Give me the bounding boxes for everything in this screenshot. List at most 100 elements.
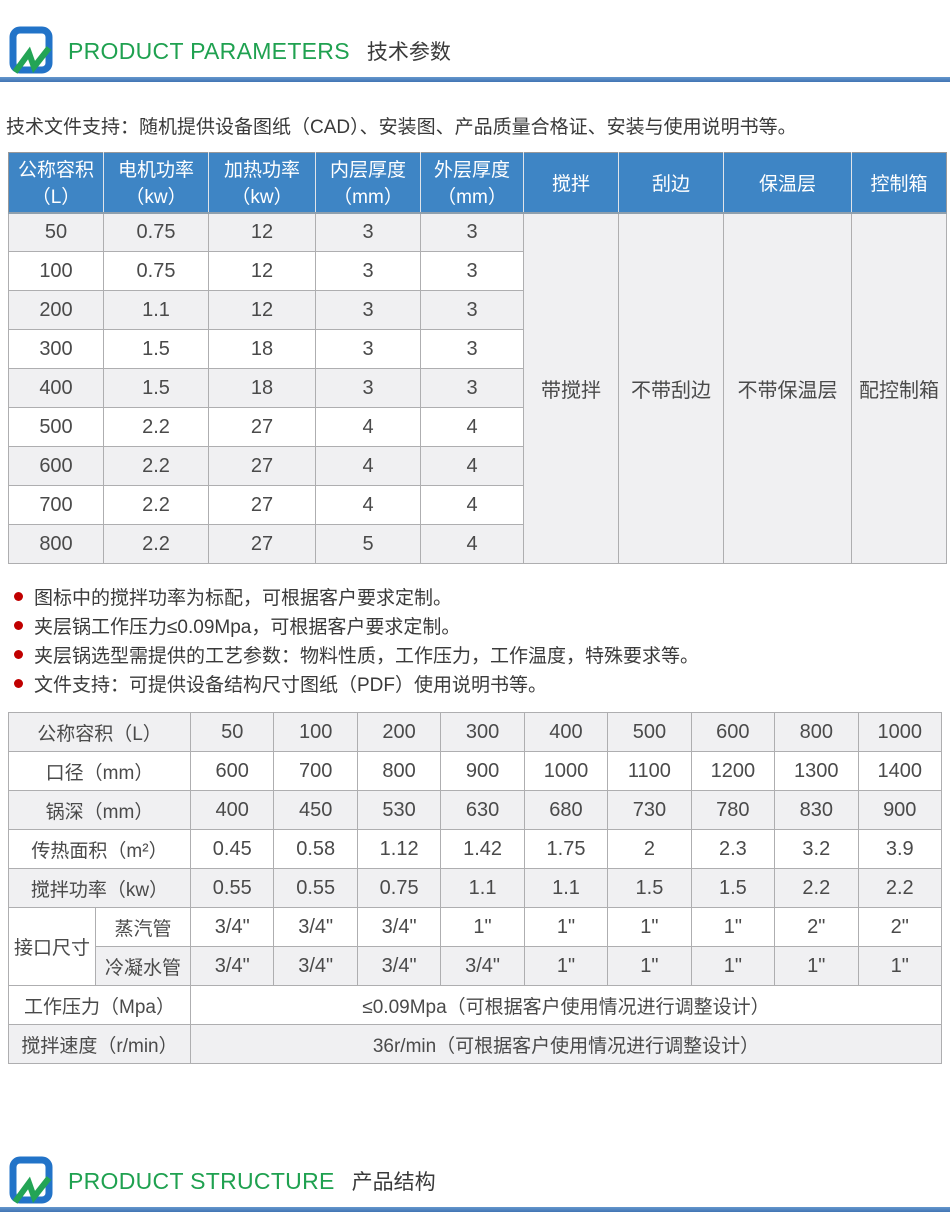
cell: 3: [420, 251, 524, 291]
table-row: 100 0.75 12 3 3: [8, 251, 947, 291]
cell: 800: [356, 751, 442, 791]
cell: 50: [8, 212, 104, 252]
cell: 3: [420, 368, 524, 408]
cell: 1.42: [440, 829, 525, 869]
header-line1: 电机功率: [117, 160, 194, 182]
table-row: 冷凝水管 3/4" 3/4" 3/4" 3/4" 1" 1" 1" 1" 1": [9, 946, 943, 986]
cell: 1": [523, 907, 609, 947]
table-row: 传热面积（m²） 0.45 0.58 1.12 1.42 1.75 2 2.3 3.2 3.9: [7, 829, 943, 869]
cell: 1200: [690, 751, 776, 791]
section-title-zh: 产品结构: [351, 1171, 436, 1194]
header-line2: （mm）: [437, 187, 507, 209]
cell: 3/4": [356, 946, 442, 986]
cell: 400: [8, 368, 104, 408]
note-text: 文件支持：可提供设备结构尺寸图纸（PDF）使用说明书等。: [34, 675, 548, 696]
table-row: 50 0.75 12 3 3 带搅拌 不带刮边 不带保温层 配控制箱: [8, 212, 947, 564]
cell: 0.55: [273, 868, 358, 908]
cell: 2.2: [103, 485, 209, 525]
cell: 2.2: [103, 524, 209, 564]
row-sublabel: 蒸汽管: [94, 907, 192, 947]
section-title-zh: 技术参数: [366, 41, 451, 64]
cell: 3: [315, 212, 421, 252]
cell: 1.5: [607, 868, 692, 908]
cell: 2: [607, 829, 692, 869]
cell: 900: [440, 751, 525, 791]
blue-divider: [0, 77, 950, 82]
cell: 600: [190, 751, 275, 791]
cell: 100: [273, 712, 358, 752]
cell: 0.75: [356, 868, 442, 908]
header-line1: 公称容积: [17, 160, 94, 182]
table-row: 搅拌功率（kw） 0.55 0.55 0.75 1.1 1.1 1.5 1.5 2.2 2.2: [7, 868, 943, 908]
cell: 1.1: [440, 868, 525, 908]
cell: 3: [420, 212, 524, 252]
cell: 4: [420, 446, 524, 486]
cell: 3: [315, 329, 421, 369]
section-title-en: PRODUCT STRUCTURE: [68, 1167, 335, 1194]
cell: 1": [774, 946, 859, 986]
cell: 2.2: [857, 868, 943, 908]
cell: 3: [315, 251, 421, 291]
row-sublabel: 冷凝水管: [94, 946, 192, 986]
merged-cell-insulation: 不带保温层: [723, 212, 852, 564]
row-label: 口径（mm）: [7, 751, 192, 791]
table-row: 搅拌速度（r/min） 36r/min（可根据客户使用情况进行调整设计）: [7, 1024, 942, 1064]
note-text: 夹层锅选型需提供的工艺参数：物料性质，工作压力，工作温度，特殊要求等。: [34, 646, 700, 667]
row-label: 工作压力（Mpa）: [7, 985, 192, 1025]
cell: 1400: [857, 751, 943, 791]
col-header: 搅拌: [523, 152, 619, 214]
header-line1: 加热功率: [223, 160, 300, 182]
list-item: 图标中的搅拌功率为标配，可根据客户要求定制。: [14, 582, 950, 611]
cell: 3.9: [857, 829, 943, 869]
header-line1: 控制箱: [870, 173, 928, 195]
cell: 4: [420, 407, 524, 447]
bullet-dot-icon: [14, 621, 23, 630]
cell: 1100: [607, 751, 692, 791]
col-header: 控制箱: [851, 152, 947, 214]
cell: 1": [440, 907, 525, 947]
list-item: 夹层锅工作压力≤0.09Mpa，可根据客户要求定制。: [14, 611, 950, 640]
cell: 450: [273, 790, 358, 830]
header-line2: （L）: [31, 187, 81, 209]
cell: 18: [208, 329, 316, 369]
cell: 400: [190, 790, 275, 830]
cell: 1.5: [103, 368, 209, 408]
row-label: 搅拌速度（r/min）: [7, 1024, 192, 1064]
cell: 1": [523, 946, 609, 986]
dimension-table: 公称容积（L） 50 100 200 300 400 500 600 800 1000 口径（mm…: [7, 712, 943, 1064]
bullet-dot-icon: [14, 650, 23, 659]
span-value: 36r/min（可根据客户使用情况进行调整设计）: [190, 1024, 942, 1064]
cell: 100: [8, 251, 104, 291]
cell: 500: [8, 407, 104, 447]
cell: 4: [315, 446, 421, 486]
cell: 530: [356, 790, 442, 830]
table-row: 锅深（mm） 400 450 530 630 680 730 780 830 900: [7, 790, 943, 830]
cell: 400: [523, 712, 609, 752]
list-item: 文件支持：可提供设备结构尺寸图纸（PDF）使用说明书等。: [14, 669, 950, 698]
cell: 4: [420, 524, 524, 564]
cell: 3: [420, 290, 524, 330]
col-header: 公称容积 （L）: [8, 152, 104, 214]
cell: 1000: [857, 712, 943, 752]
cell: 50: [190, 712, 275, 752]
brand-logo-icon: [9, 26, 53, 74]
cell: 2.2: [774, 868, 859, 908]
bullet-dot-icon: [14, 592, 23, 601]
cell: 2": [774, 907, 859, 947]
header-line2: （kw）: [125, 187, 187, 209]
cell: 1": [690, 946, 776, 986]
cell: 600: [8, 446, 104, 486]
header-line1: 刮边: [651, 173, 690, 195]
table-row: 接口尺寸 蒸汽管 3/4" 3/4" 3/4" 1" 1" 1" 1" 2" 2": [8, 907, 943, 986]
cell: 4: [315, 485, 421, 525]
cell: 600: [690, 712, 776, 752]
col-header: 刮边: [618, 152, 724, 214]
cell: 0.58: [273, 829, 358, 869]
col-header: 内层厚度 （mm）: [315, 152, 421, 214]
cell: 0.75: [103, 212, 209, 252]
table-row: 500 2.2 27 4 4: [8, 407, 947, 447]
cell: 18: [208, 368, 316, 408]
cell: 3: [420, 329, 524, 369]
cell: 800: [8, 524, 104, 564]
structure-section-header: PRODUCT STRUCTURE 产品结构: [0, 1130, 950, 1207]
